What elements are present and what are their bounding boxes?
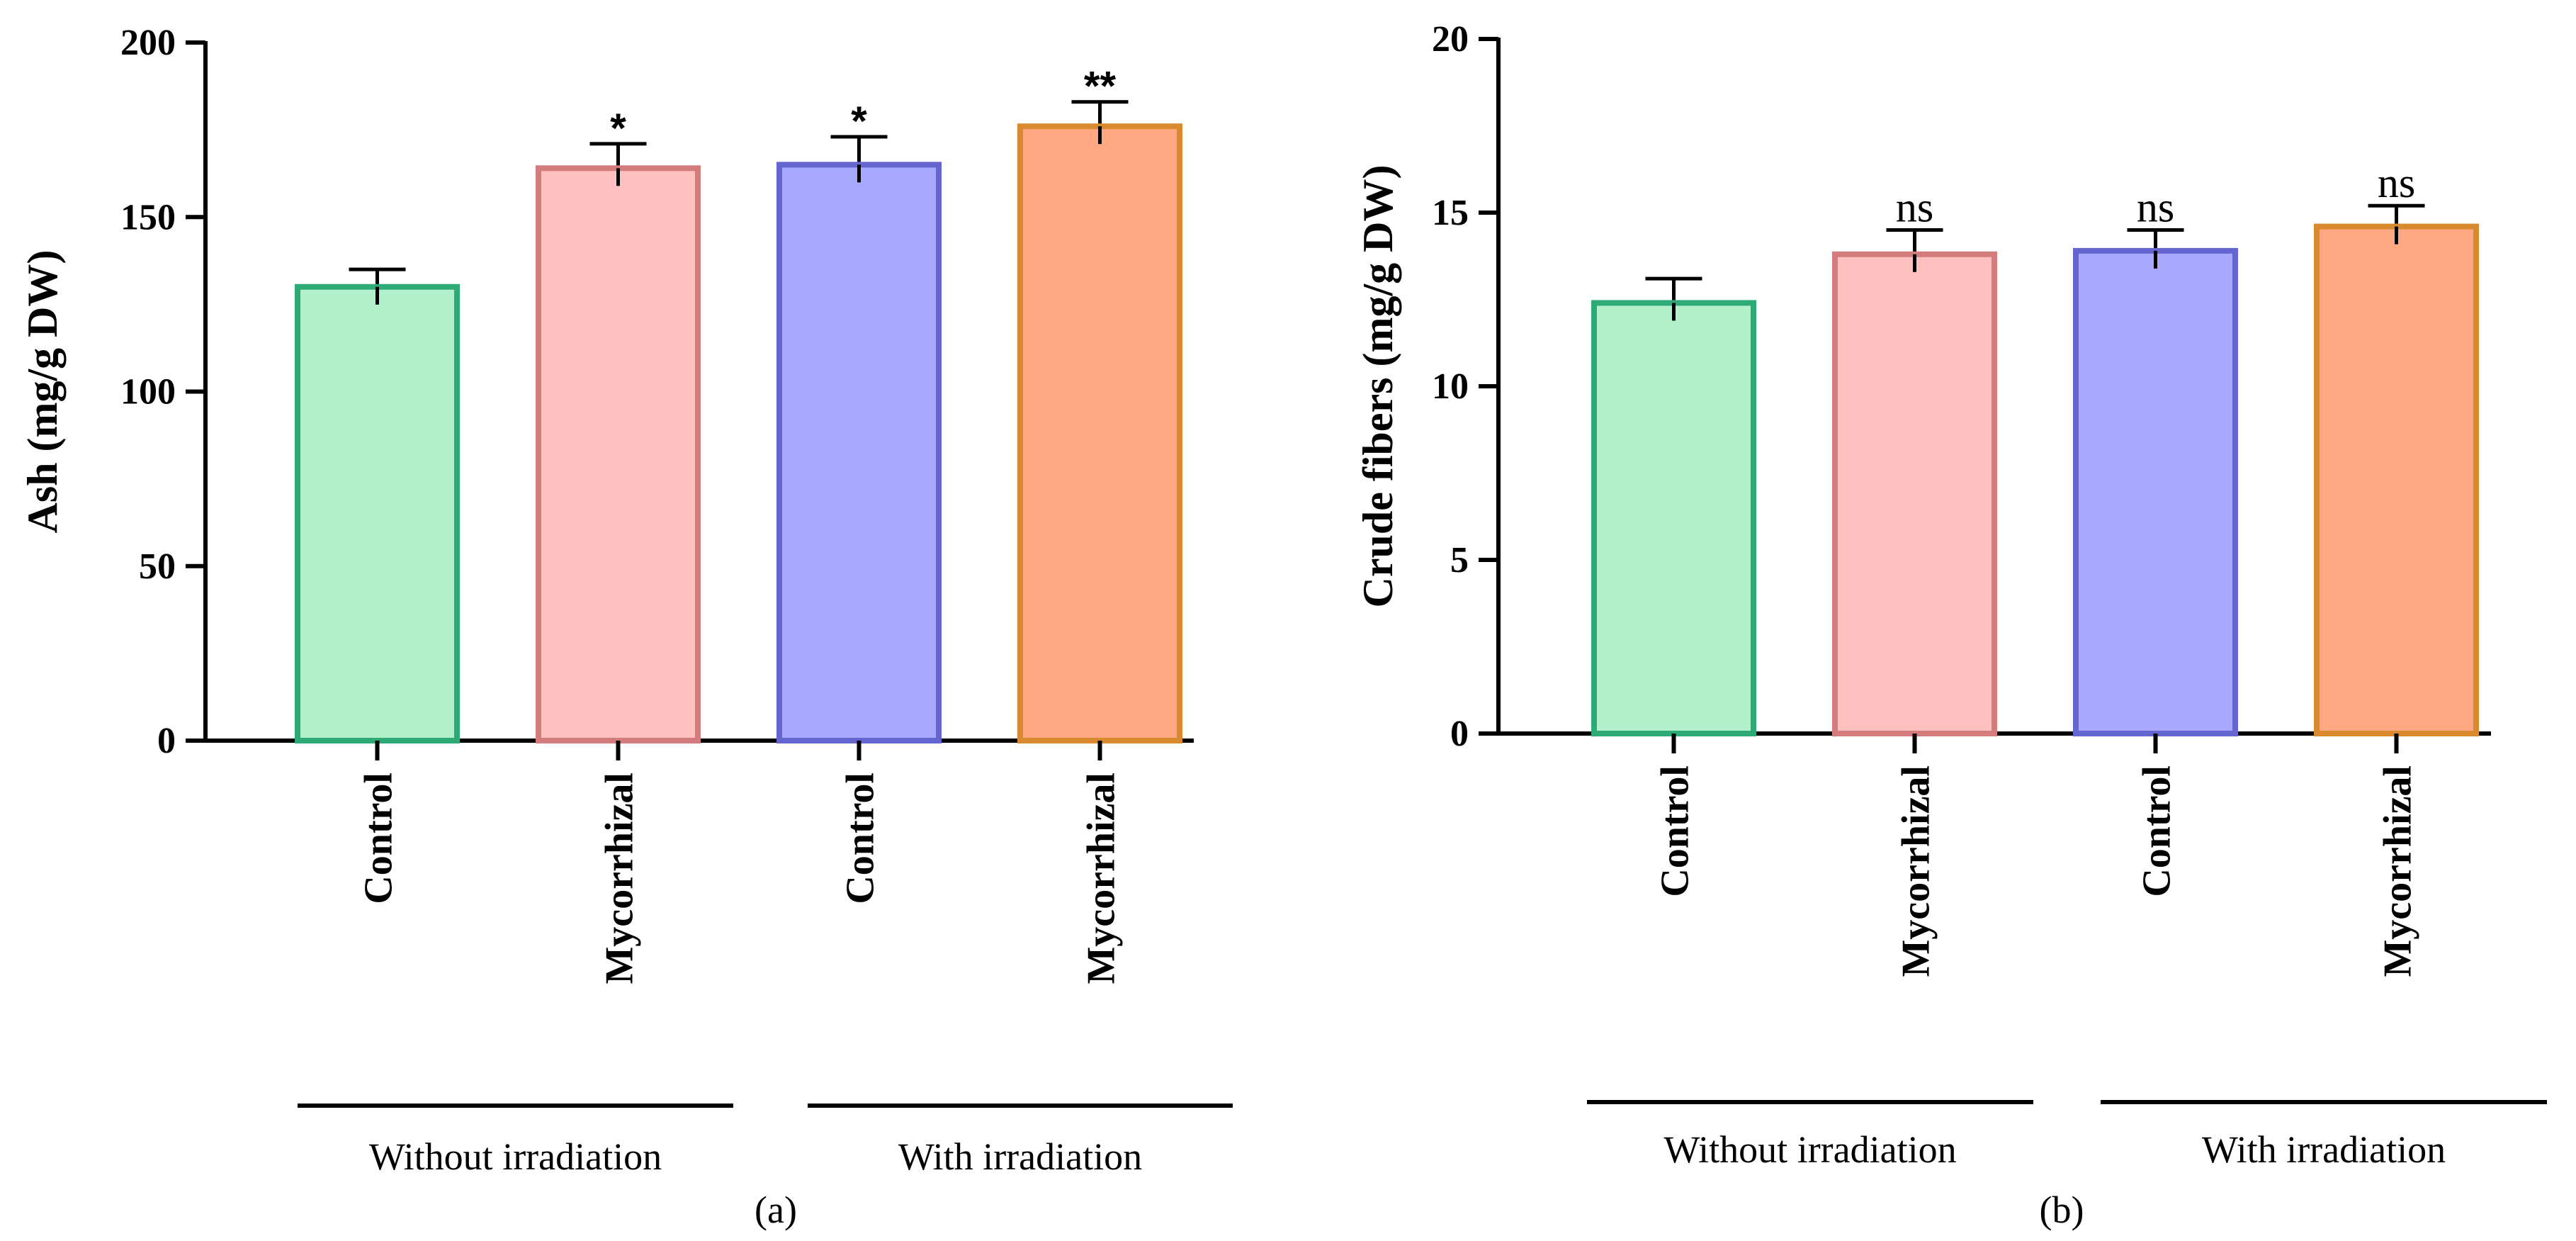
y-tick-label: 5 [1450,540,1469,580]
ash-chart-panel: 0 50 100 150 200 Ash (mg/g DW) Control * Mycorrh… [19,23,1233,1231]
group-label: Without irradiation [369,1135,662,1178]
y-tick-label: 10 [1432,366,1469,407]
category-label: Mycorrhizal [2376,765,2420,977]
crude-fibers-chart-panel: 0 5 10 15 20 Crude fibers (mg/g DW) Control ns M… [1355,19,2547,1231]
y-tick-label: 50 [139,546,176,587]
bar-0 [295,283,460,743]
group-label: With irradiation [2202,1128,2446,1171]
bar-1 [1832,251,1997,736]
significance-label: ** [1084,64,1117,110]
category-label: Mycorrhizal [598,773,642,984]
y-tick-label: 100 [120,372,176,412]
y-tick-label: 0 [1450,714,1469,754]
group-label: With irradiation [898,1135,1142,1178]
panel-label: (b) [2040,1189,2084,1231]
significance-label: * [851,99,867,145]
bar-2 [776,162,942,743]
bar-2 [2073,247,2238,736]
bar-0 [1591,300,1756,736]
significance-label: ns [2137,184,2174,231]
significance-label: ns [2378,159,2415,206]
y-tick-label: 20 [1432,19,1469,60]
y-tick-label: 0 [157,721,176,761]
y-tick-label: 15 [1432,193,1469,233]
category-label: Control [357,773,401,904]
bar-3 [2314,223,2479,737]
group-label: Without irradiation [1663,1128,1956,1171]
category-label: Control [1654,765,1697,897]
category-label: Mycorrhizal [1894,765,1938,977]
category-label: Control [839,773,883,904]
significance-label: ns [1896,184,1933,231]
category-label: Control [2135,765,2179,897]
panel-label: (a) [755,1189,797,1231]
y-axis-label: Crude fibers (mg/g DW) [1355,165,1401,608]
y-axis-label: Ash (mg/g DW) [19,250,66,534]
bar-3 [1017,123,1182,743]
y-tick-label: 150 [120,197,176,237]
category-label: Mycorrhizal [1080,773,1124,984]
y-tick-label: 200 [120,23,176,63]
bar-1 [536,165,701,744]
significance-label: * [610,106,626,152]
